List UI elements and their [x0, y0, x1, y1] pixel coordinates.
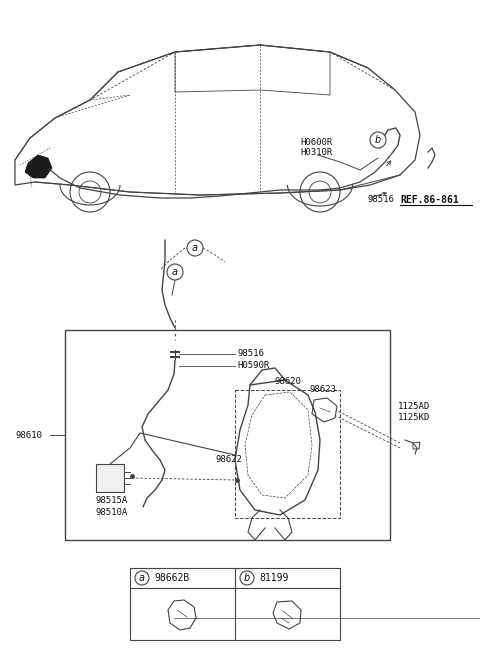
- Text: REF.86-861: REF.86-861: [400, 195, 459, 205]
- Text: b: b: [375, 135, 381, 145]
- Polygon shape: [25, 155, 52, 178]
- Circle shape: [187, 240, 203, 256]
- Text: 98516: 98516: [368, 195, 395, 204]
- Text: 98620: 98620: [274, 377, 301, 386]
- Bar: [96, 464, 124, 492]
- Text: 1125AD
1125KD: 1125AD 1125KD: [398, 402, 430, 422]
- Text: 98623: 98623: [310, 386, 337, 394]
- Text: 98515A: 98515A: [96, 496, 128, 505]
- Text: H0590R: H0590R: [237, 362, 269, 371]
- Bar: [65, 330, 390, 540]
- Circle shape: [135, 571, 149, 585]
- Text: a: a: [192, 243, 198, 253]
- Text: 81199: 81199: [259, 573, 288, 583]
- Circle shape: [167, 264, 183, 280]
- Text: 98662B: 98662B: [154, 573, 189, 583]
- Bar: [235, 390, 340, 518]
- Text: 98610: 98610: [15, 430, 42, 440]
- Text: H0600R
H0310R: H0600R H0310R: [300, 138, 332, 157]
- Circle shape: [370, 132, 386, 148]
- Bar: [130, 568, 340, 640]
- Text: a: a: [139, 573, 145, 583]
- Text: 98516: 98516: [237, 350, 264, 358]
- Text: 98622: 98622: [215, 455, 242, 464]
- Text: b: b: [244, 573, 250, 583]
- Text: 98510A: 98510A: [96, 508, 128, 517]
- Circle shape: [240, 571, 254, 585]
- Text: a: a: [172, 267, 178, 277]
